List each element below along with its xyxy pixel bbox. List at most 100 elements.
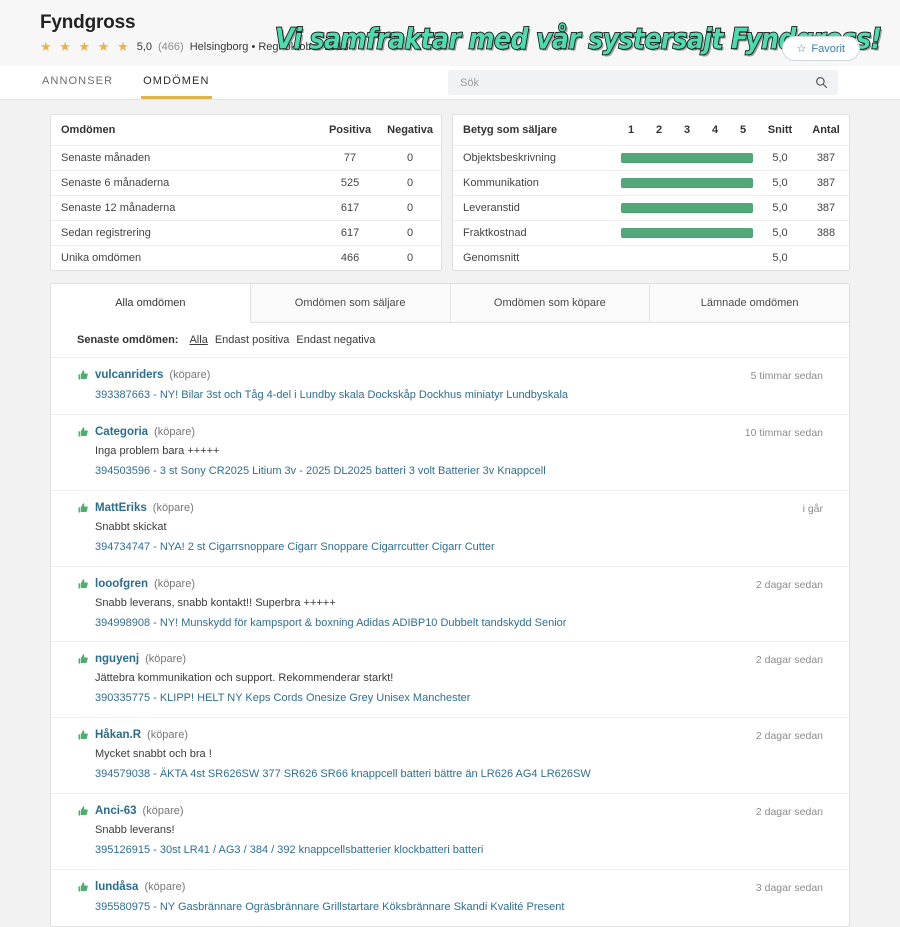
rating-bar-fill [621, 228, 753, 238]
review-role: (köpare) [147, 729, 188, 742]
table-header-row: Omdömen Positiva Negativa [51, 115, 441, 146]
review-filter-row: Senaste omdömen: Alla Endast positiva En… [51, 323, 849, 358]
review-header: Anci-63 (köpare) [77, 805, 823, 817]
review-timestamp: 5 timmar sedan [750, 370, 823, 382]
row-label: Objektsbeskrivning [453, 145, 617, 171]
seller-ratings-panel: Betyg som säljare 1 2 3 4 5 Snitt Antal … [452, 114, 850, 271]
review-item-link[interactable]: 394503596 - 3 st Sony CR2025 Litium 3v -… [95, 464, 546, 477]
review-item: Categoria (köpare) 10 timmar sedan Inga pro… [51, 415, 849, 491]
review-username[interactable]: vulcanriders [95, 369, 164, 381]
tab-omdomen[interactable]: OMDÖMEN [141, 66, 212, 99]
tab-annonser[interactable]: ANNONSER [42, 75, 114, 87]
row-average: 5,0 [757, 170, 803, 196]
review-role: (köpare) [154, 577, 195, 590]
review-count: (466) [158, 40, 184, 53]
review-tab-2[interactable]: Omdömen som köpare [450, 284, 651, 323]
table-row: Unika omdömen 466 0 [51, 246, 441, 271]
total-average: 5,0 [772, 252, 788, 264]
review-username[interactable]: nguyenj [95, 653, 140, 666]
review-timestamp: 3 dagar sedan [755, 881, 823, 894]
review-username[interactable]: Anci-63 [95, 805, 137, 818]
total-label: Genomsnitt [463, 252, 520, 264]
review-timestamp: 10 timmar sedan [744, 426, 823, 439]
review-tab-0[interactable]: Alla omdömen [51, 284, 251, 323]
row-label: Kommunikation [453, 170, 617, 196]
review-item: vulcanriders (köpare) 5 timmar sedan 393387… [51, 358, 849, 415]
rating-bar-track [621, 228, 753, 238]
total-count [803, 246, 849, 271]
filter-option-endast-negativa[interactable]: Endast negativa [296, 334, 376, 346]
col-negativa: Negativa [379, 115, 441, 146]
review-item: Anci-63 (köpare) 2 dagar sedan Snabb levera… [51, 794, 849, 870]
review-item: looofgren (köpare) 2 dagar sedan Snabb leve… [51, 567, 849, 643]
review-item: lundåsa (köpare) 3 dagar sedan 395580975 - … [51, 870, 849, 926]
review-username[interactable]: lundåsa [95, 880, 139, 893]
table-row: Senaste månaden 77 0 [51, 145, 441, 171]
review-username[interactable]: Håkan.R [95, 729, 142, 742]
row-count: 387 [803, 170, 849, 196]
row-label: Unika omdömen [61, 252, 142, 264]
review-item-link[interactable]: 394998908 - NY! Munskydd för kampsport &… [95, 616, 567, 629]
review-header: Categoria (köpare) [77, 426, 823, 438]
row-count: 387 [803, 145, 849, 171]
rating-value: 5,0 [136, 40, 153, 53]
review-comment: Jättebra kommunikation och support. Reko… [95, 672, 394, 685]
review-tab-1[interactable]: Omdömen som säljare [250, 284, 451, 323]
review-tab-3[interactable]: Lämnade omdömen [650, 284, 849, 323]
rating-bar [617, 195, 757, 221]
table-row: Senaste 12 månaderna 617 0 [51, 195, 441, 221]
rating-bar-track [621, 178, 753, 188]
review-item-link[interactable]: 394734747 - NYA! 2 st Cigarrsnoppare Cig… [95, 540, 495, 553]
search-box[interactable] [448, 70, 838, 95]
row-label: Sedan registrering [51, 220, 321, 246]
thumbs-up-icon [78, 503, 88, 513]
table-row: Fraktkostnad 5,0 388 [453, 220, 849, 246]
filter-option-endast-positiva[interactable]: Endast positiva [214, 334, 290, 346]
review-timestamp: 2 dagar sedan [755, 654, 823, 667]
review-list: vulcanriders (köpare) 5 timmar sedan 393387… [51, 358, 849, 926]
row-label: Leveranstid [453, 195, 617, 221]
row-average: 5,0 [757, 195, 803, 221]
review-comment: Snabb leverans! [95, 824, 175, 837]
filter-option-alla[interactable]: Alla [189, 334, 208, 346]
review-item-link[interactable]: 394579038 - ÄKTA 4st SR626SW 377 SR626 S… [95, 768, 591, 781]
seller-ratings-table: Betyg som säljare 1 2 3 4 5 Snitt Antal … [453, 115, 849, 270]
review-header: MattEriks (köpare) [77, 502, 823, 514]
review-item-link[interactable]: 393387663 - NY! Bilar 3st och Tåg 4-del … [95, 389, 569, 401]
search-input[interactable] [458, 75, 815, 90]
row-negative: 0 [379, 145, 441, 171]
review-item-link[interactable]: 395126915 - 30st LR41 / AG3 / 384 / 392 … [95, 844, 484, 857]
row-label: Fraktkostnad [453, 220, 617, 246]
row-label: Senaste månaden [51, 145, 321, 171]
row-positive: 617 [320, 220, 380, 246]
col-omdomen: Omdömen [51, 115, 321, 146]
review-item: Håkan.R (köpare) 2 dagar sedan Mycket snabb… [51, 718, 849, 795]
review-username[interactable]: looofgren [95, 577, 149, 590]
review-username[interactable]: Categoria [95, 425, 149, 438]
review-comment: Inga problem bara +++++ [95, 444, 220, 457]
row-count: 387 [803, 195, 849, 221]
favorite-button[interactable]: ☆ Favorit [781, 36, 860, 61]
review-item: nguyenj (köpare) 2 dagar sedan Jättebra kom… [51, 642, 849, 719]
table-row: Objektsbeskrivning 5,0 387 [453, 145, 849, 171]
summary-panels: Omdömen Positiva Negativa Senaste månade… [50, 114, 850, 271]
review-item: MattEriks (köpare) i går Snabbt skickat 3947… [51, 491, 849, 567]
table-row: Kommunikation 5,0 387 [453, 170, 849, 196]
table-row: Leveranstid 5,0 387 [453, 195, 849, 221]
page-title: Fyndgross [40, 12, 136, 33]
rating-bar-fill [621, 153, 753, 163]
review-username[interactable]: MattEriks [95, 501, 147, 514]
review-item-link[interactable]: 390335775 - KLIPP! HELT NY Keps Cords On… [95, 692, 471, 705]
review-header: nguyenj (köpare) [77, 653, 823, 665]
row-negative: 0 [407, 252, 414, 264]
thumbs-up-icon [78, 730, 88, 740]
rating-bar [617, 220, 757, 246]
search-icon[interactable] [815, 76, 828, 89]
rating-bar-track [621, 203, 753, 213]
row-negative: 0 [379, 220, 441, 246]
row-count: 388 [803, 220, 849, 246]
thumbs-up-icon [78, 882, 88, 892]
review-header: vulcanriders (köpare) [77, 369, 823, 381]
review-item-link[interactable]: 395580975 - NY Gasbrännare Ogräsbrännare… [95, 900, 565, 913]
col-scale-1: 1 [617, 115, 645, 146]
